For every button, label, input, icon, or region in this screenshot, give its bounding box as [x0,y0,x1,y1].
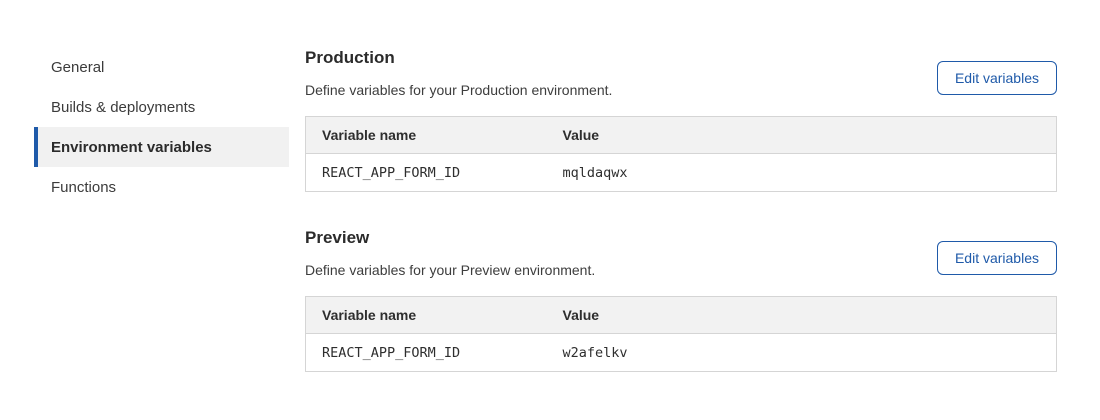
variable-value-cell: w2afelkv [546,333,1057,372]
preview-section: Preview Define variables for your Previe… [305,228,1057,372]
variable-name-column-header: Variable name [305,116,547,154]
production-edit-variables-button[interactable]: Edit variables [936,61,1057,95]
table-row: REACT_APP_FORM_ID w2afelkv [305,333,1057,372]
production-section-description: Define variables for your Production env… [305,82,613,98]
value-column-header: Value [546,296,1057,334]
variable-value-cell: mqldaqwx [546,153,1057,192]
main-content: Production Define variables for your Pro… [305,48,1057,372]
variable-name-cell: REACT_APP_FORM_ID [305,153,547,192]
settings-sidebar: General Builds & deployments Environment… [34,47,289,207]
preview-variables-table: Variable name Value REACT_APP_FORM_ID w2… [305,296,1057,372]
preview-section-description: Define variables for your Preview enviro… [305,262,596,278]
production-section: Production Define variables for your Pro… [305,48,1057,192]
sidebar-item-environment-variables[interactable]: Environment variables [34,127,289,167]
sidebar-item-builds-deployments[interactable]: Builds & deployments [51,98,196,116]
table-header-row: Variable name Value [305,296,1057,334]
variable-name-cell: REACT_APP_FORM_ID [305,333,547,372]
production-variables-table: Variable name Value REACT_APP_FORM_ID mq… [305,116,1057,192]
preview-section-title: Preview [305,228,370,247]
preview-edit-variables-button[interactable]: Edit variables [936,241,1057,275]
table-header-row: Variable name Value [305,116,1057,154]
production-section-title: Production [305,48,395,67]
variable-name-column-header: Variable name [305,296,547,334]
table-row: REACT_APP_FORM_ID mqldaqwx [305,153,1057,192]
sidebar-item-general[interactable]: General [51,58,105,76]
sidebar-item-functions[interactable]: Functions [51,178,117,196]
value-column-header: Value [546,116,1057,154]
